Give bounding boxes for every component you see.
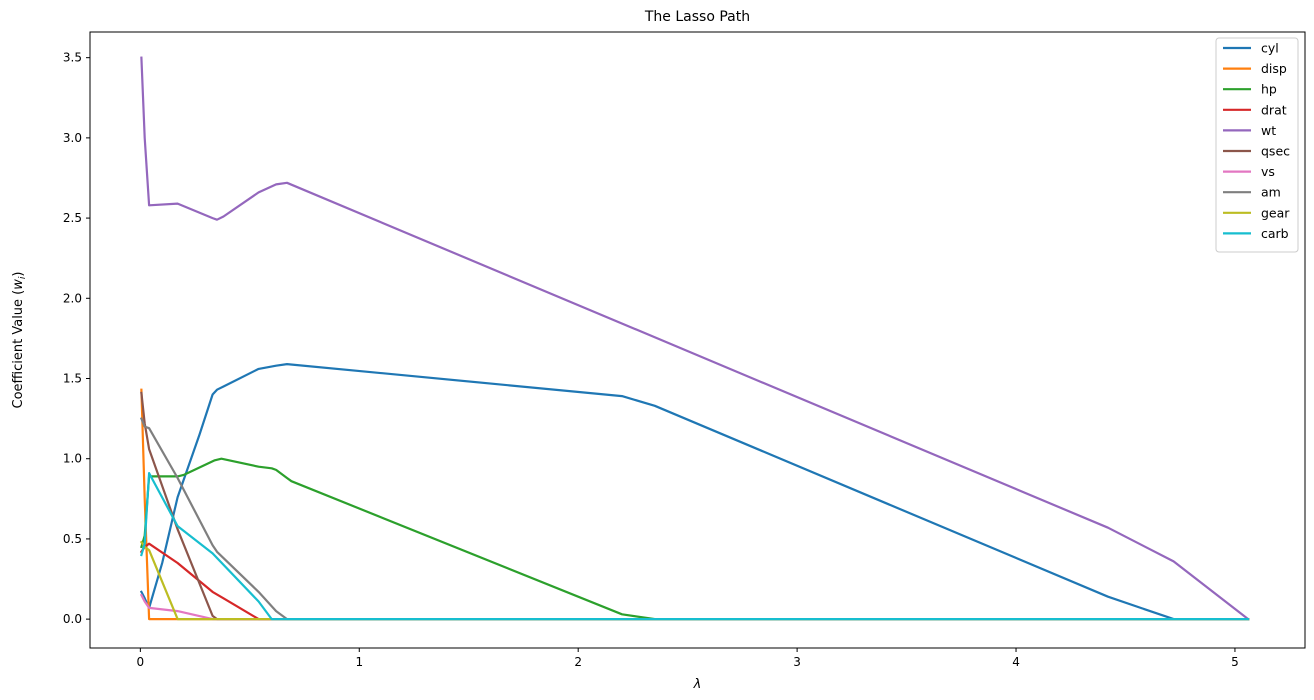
legend-label-disp: disp [1261, 61, 1287, 76]
y-tick-label: 2.0 [63, 291, 82, 305]
x-tick-label: 1 [355, 655, 363, 669]
y-tick-label: 3.5 [63, 51, 82, 65]
axis-ticks: 0 1 2 3 4 5 0.0 0.5 1.0 1.5 2.0 2.5 3.0 3.5 [63, 51, 1239, 669]
y-tick-label: 1.0 [63, 452, 82, 466]
y-axis-label-main: Coefficient Value ( [11, 290, 26, 409]
y-axis-label: Coefficient Value (wi) [11, 272, 28, 409]
axes-frame [89, 31, 1306, 649]
x-tick-label: 3 [793, 655, 801, 669]
series-line-wt [140, 56, 1250, 621]
legend-label-qsec: qsec [1261, 144, 1290, 159]
x-tick-label: 4 [1012, 655, 1020, 669]
legend-label-hp: hp [1261, 82, 1277, 97]
legend-label-wt: wt [1261, 123, 1276, 138]
legend-label-vs: vs [1261, 164, 1275, 179]
x-tick-label: 2 [574, 655, 582, 669]
plot-area [139, 56, 1250, 621]
legend-label-drat: drat [1261, 102, 1287, 117]
y-axis-label-var: w [11, 279, 26, 290]
series-line-cyl [139, 363, 1250, 621]
y-tick-label: 0.0 [63, 612, 82, 626]
x-tick-label: 0 [137, 655, 145, 669]
legend-box [1215, 37, 1299, 253]
x-axis-label: λ [693, 677, 702, 692]
y-axis-label-sub: i [18, 276, 28, 279]
y-tick-label: 0.5 [63, 532, 82, 546]
legend-label-am: am [1261, 185, 1281, 200]
series-line-am [139, 417, 1250, 621]
legend: cyl disp hp drat wt qsec vs am gear carb [1215, 37, 1299, 253]
y-tick-label: 2.5 [63, 211, 82, 225]
legend-label-cyl: cyl [1261, 41, 1279, 56]
series-line-carb [140, 472, 1250, 621]
y-axis-label-end: ) [11, 272, 26, 277]
x-tick-label: 5 [1231, 655, 1239, 669]
chart-title: The Lasso Path [644, 9, 750, 25]
legend-label-carb: carb [1261, 226, 1289, 241]
y-tick-label: 3.0 [63, 131, 82, 145]
legend-label-gear: gear [1261, 205, 1290, 220]
y-tick-label: 1.5 [63, 372, 82, 386]
